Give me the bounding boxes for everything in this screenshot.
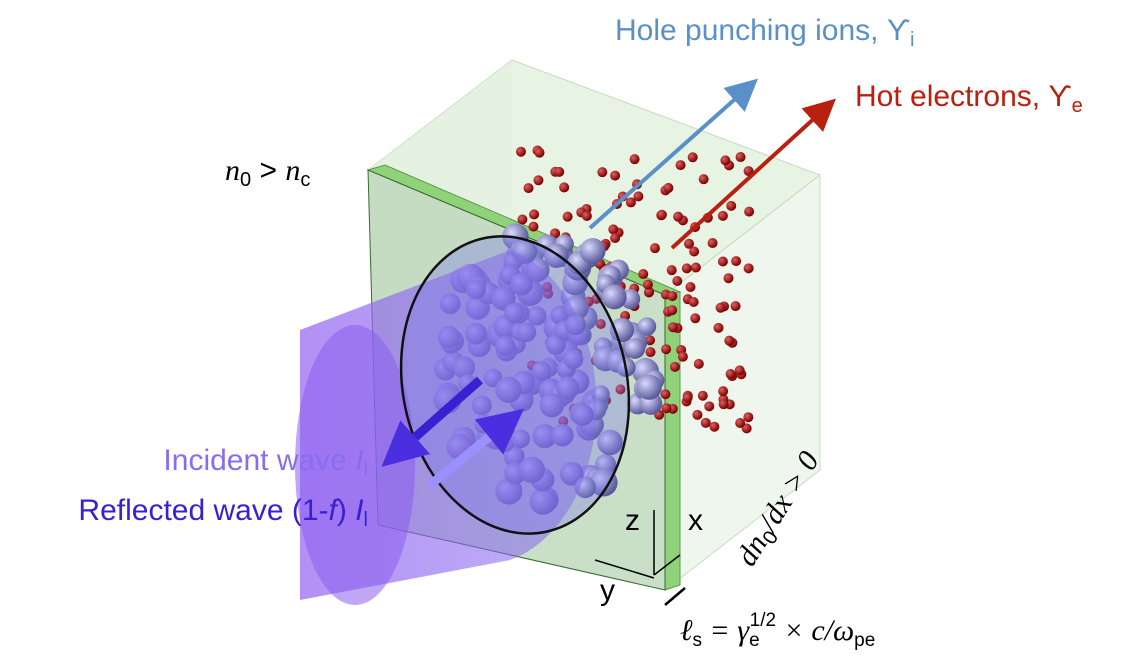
particle — [735, 418, 746, 429]
particle — [610, 233, 621, 244]
particle — [672, 276, 683, 287]
particle — [709, 421, 720, 432]
particle — [697, 390, 708, 401]
particle — [660, 389, 671, 400]
particle — [707, 238, 718, 249]
axes-arrows — [594, 510, 686, 606]
laser-beam — [295, 235, 631, 605]
particle — [717, 256, 728, 267]
particle — [597, 429, 623, 456]
particle — [704, 401, 715, 412]
ion-label: Hole punching ions, ϒi — [615, 14, 914, 51]
particle — [744, 206, 755, 217]
particle — [690, 313, 701, 324]
particle — [717, 210, 728, 221]
particle — [720, 155, 731, 166]
particle — [693, 358, 704, 369]
particle — [675, 160, 686, 171]
particle — [645, 347, 656, 358]
particle — [690, 262, 701, 273]
particle — [610, 170, 621, 181]
electron-label: Hot electrons, ϒe — [855, 80, 1083, 117]
particle — [589, 468, 618, 497]
particle — [528, 221, 539, 232]
electron-arrow — [670, 98, 836, 250]
z-label: z — [625, 504, 640, 537]
particle — [534, 147, 545, 158]
particle — [700, 417, 711, 428]
particle — [595, 319, 606, 330]
particle — [645, 335, 656, 346]
particle — [725, 369, 736, 380]
particle — [661, 344, 672, 355]
particle — [730, 301, 741, 312]
particle — [667, 322, 678, 333]
x-label: x — [688, 504, 703, 537]
particle — [688, 296, 699, 307]
particle — [554, 166, 565, 177]
density-label: n0 > nc — [225, 154, 310, 191]
particle — [667, 305, 678, 316]
particle — [608, 224, 619, 235]
particle — [723, 273, 734, 284]
particle — [682, 392, 693, 403]
particle — [718, 399, 729, 410]
particle — [559, 182, 570, 193]
particle — [731, 256, 742, 267]
particle — [649, 243, 660, 254]
particle — [515, 146, 526, 157]
particle — [698, 174, 709, 185]
particle — [667, 291, 678, 302]
particle — [684, 238, 695, 249]
particle — [743, 263, 754, 274]
particle — [579, 238, 606, 264]
particle — [529, 209, 540, 220]
particle — [597, 167, 608, 178]
particle — [677, 351, 688, 362]
particle — [638, 269, 649, 280]
particle — [637, 317, 657, 336]
incident-label: Incident wave Il — [163, 444, 368, 481]
particle — [615, 384, 626, 395]
particle — [669, 361, 680, 372]
skin-depth-label: ℓs = γe1/2 × c/ωpe — [680, 610, 875, 651]
particle — [692, 409, 703, 420]
particle — [517, 214, 528, 225]
particle — [581, 211, 592, 222]
particle — [724, 335, 735, 346]
particle — [687, 152, 698, 163]
particle — [743, 412, 754, 423]
particle — [601, 284, 627, 310]
particle — [663, 182, 674, 193]
particle — [666, 265, 677, 276]
particle — [624, 337, 646, 359]
particle — [735, 152, 746, 163]
particle — [636, 374, 662, 400]
particle — [726, 200, 737, 211]
particle — [533, 175, 544, 186]
particle — [713, 322, 724, 333]
particle — [689, 246, 700, 257]
particle — [681, 263, 692, 274]
particle — [625, 197, 636, 208]
particle — [734, 365, 745, 376]
particle — [715, 302, 726, 313]
particle — [685, 282, 696, 293]
particle — [523, 183, 534, 194]
particle — [562, 211, 573, 222]
reflected-label: Reflected wave (1-f) Il — [78, 494, 368, 531]
particle — [718, 386, 729, 397]
particle — [661, 403, 672, 414]
particle — [609, 317, 635, 343]
y-label: y — [600, 574, 615, 607]
ion-arrow — [588, 78, 758, 230]
particle — [642, 279, 653, 290]
particle — [629, 154, 640, 165]
particle — [633, 191, 644, 202]
particle — [656, 209, 667, 220]
particle — [673, 211, 684, 222]
